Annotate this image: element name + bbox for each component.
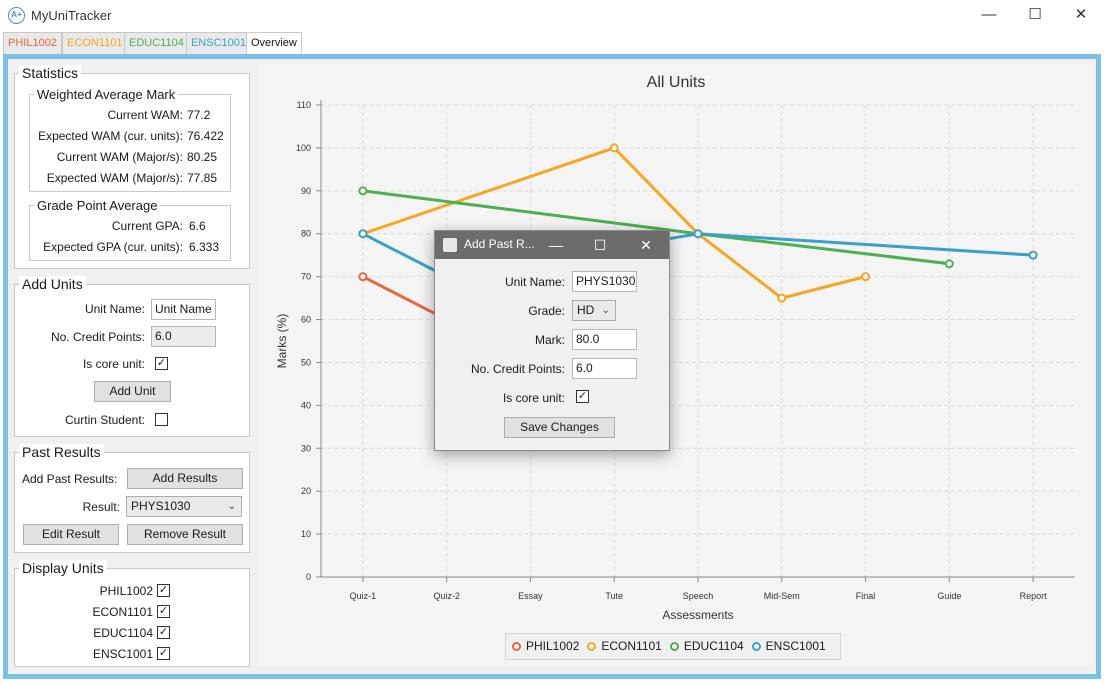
dialog-maximize-button[interactable]: ☐ <box>593 237 607 253</box>
legend-marker-icon <box>512 642 521 651</box>
display-ensc1001-label: ENSC1001 <box>92 647 153 661</box>
past-results-title: Past Results <box>19 444 104 460</box>
add-results-button[interactable]: Add Results <box>127 468 243 489</box>
display-ensc1001-checkbox[interactable]: ✓ <box>157 647 170 660</box>
display-units-group <box>14 568 250 667</box>
legend-item-ensc1001: ENSC1001 <box>751 634 826 659</box>
display-phil1002-label: PHIL1002 <box>99 584 153 598</box>
display-units-title: Display Units <box>19 560 107 576</box>
dialog-unit-name-input[interactable]: PHYS1030 <box>572 271 637 292</box>
dialog-grade-label: Grade: <box>528 304 565 318</box>
current-wam-major-value: 80.25 <box>187 150 218 164</box>
expected-gpa-label: Expected GPA (cur. units): <box>43 240 183 254</box>
close-button[interactable]: ✕ <box>1074 6 1088 23</box>
dialog-is-core-checkbox[interactable]: ✓ <box>576 390 589 403</box>
legend-marker-icon <box>751 642 761 651</box>
legend-label: PHIL1002 <box>526 639 580 653</box>
dialog-credit-points-input[interactable]: 6.0 <box>572 358 637 379</box>
dialog-unit-name-label: Unit Name: <box>504 275 565 289</box>
app-logo-icon: A+ <box>8 7 25 24</box>
dialog-close-button[interactable]: ✕ <box>640 237 652 253</box>
legend-label: ENSC1001 <box>765 639 826 653</box>
edit-result-button[interactable]: Edit Result <box>23 524 119 545</box>
add-unit-button[interactable]: Add Unit <box>94 381 171 402</box>
tab-ensc1001[interactable]: ENSC1001 <box>186 32 252 54</box>
dialog-mark-input[interactable]: 80.0 <box>572 329 637 350</box>
tab-educ1104[interactable]: EDUC1104 <box>124 32 189 54</box>
expected-wam-label: Expected WAM (cur. units): <box>38 129 183 143</box>
credit-points-input[interactable]: 6.0 <box>151 326 216 347</box>
dialog-title: Add Past R... <box>464 237 535 251</box>
curtin-student-checkbox[interactable] <box>155 413 168 426</box>
is-core-unit-label: Is core unit: <box>82 357 145 371</box>
add-past-result-dialog: Add Past R... — ☐ ✕ Unit Name: PHYS1030 … <box>434 230 670 451</box>
remove-result-button[interactable]: Remove Result <box>127 524 243 545</box>
credit-points-label: No. Credit Points: <box>50 330 145 344</box>
tab-phil1002[interactable]: PHIL1002 <box>3 32 62 54</box>
expected-wam-value: 76.422 <box>187 129 224 143</box>
current-gpa-label: Current GPA: <box>111 219 183 233</box>
save-changes-button[interactable]: Save Changes <box>504 417 615 438</box>
current-wam-major-label: Current WAM (Major/s): <box>56 150 183 164</box>
legend-item-phil1002: PHIL1002 <box>512 634 579 659</box>
expected-gpa-value: 6.333 <box>189 240 220 254</box>
tab-overview[interactable]: Overview <box>246 32 302 55</box>
dialog-title-bar: Add Past R... — ☐ ✕ <box>435 231 669 259</box>
expected-wam-major-label: Expected WAM (Major/s): <box>46 171 183 185</box>
minimize-button[interactable]: — <box>981 6 997 23</box>
title-bar: A+ MyUniTracker — ☐ ✕ <box>0 0 1104 32</box>
dialog-grade-select[interactable]: HD ⌄ <box>572 300 616 321</box>
display-econ1101-label: ECON1101 <box>92 605 153 619</box>
chart-panel: All Units <box>258 64 1094 666</box>
legend-label: ECON1101 <box>601 639 662 653</box>
java-cup-icon <box>443 238 457 252</box>
maximize-button[interactable]: ☐ <box>1028 6 1042 23</box>
dialog-grade-value: HD <box>577 303 595 317</box>
is-core-unit-checkbox[interactable]: ✓ <box>155 357 168 370</box>
result-select-value: PHYS1030 <box>131 499 191 513</box>
result-label: Result: <box>82 500 120 514</box>
unit-name-label: Unit Name: <box>84 302 145 316</box>
gpa-title: Grade Point Average <box>34 198 161 213</box>
display-educ1104-checkbox[interactable]: ✓ <box>157 626 170 639</box>
display-econ1101-checkbox[interactable]: ✓ <box>157 605 170 618</box>
statistics-title: Statistics <box>19 65 82 81</box>
dialog-is-core-label: Is core unit: <box>502 391 565 405</box>
add-units-title: Add Units <box>19 276 86 292</box>
display-phil1002-checkbox[interactable]: ✓ <box>157 584 170 597</box>
tab-econ1101[interactable]: ECON1101 <box>62 32 128 54</box>
chevron-down-icon: ⌄ <box>227 501 236 512</box>
legend-item-educ1104: EDUC1104 <box>669 634 744 659</box>
dialog-credit-points-label: No. Credit Points: <box>470 362 565 376</box>
expected-wam-major-value: 77.85 <box>187 171 218 185</box>
curtin-student-label: Curtin Student: <box>64 413 145 427</box>
chart-legend: PHIL1002 ECON1101 EDUC1104 ENSC1001 <box>505 633 841 660</box>
dialog-mark-label: Mark: <box>535 333 565 347</box>
display-educ1104-label: EDUC1104 <box>93 626 153 640</box>
wam-title: Weighted Average Mark <box>34 87 179 102</box>
dialog-minimize-button[interactable]: — <box>549 237 563 253</box>
chart-title: All Units <box>646 74 706 91</box>
result-select[interactable]: PHYS1030 ⌄ <box>126 496 242 517</box>
current-wam-label: Current WAM: <box>107 108 183 122</box>
current-wam-value: 77.2 <box>187 108 211 122</box>
legend-item-econ1101: ECON1101 <box>587 634 662 659</box>
unit-name-input[interactable]: Unit Name <box>151 299 216 320</box>
chevron-down-icon: ⌄ <box>601 305 610 316</box>
legend-label: EDUC1104 <box>683 639 744 653</box>
current-gpa-value: 6.6 <box>189 219 206 233</box>
legend-marker-icon <box>669 642 679 651</box>
window-title: MyUniTracker <box>31 8 112 23</box>
add-past-results-label: Add Past Results: <box>22 472 118 486</box>
legend-marker-icon <box>587 642 597 651</box>
